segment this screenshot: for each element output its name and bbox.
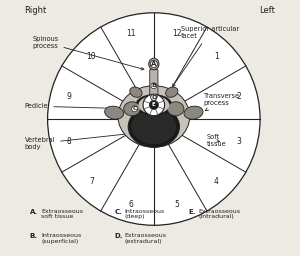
Text: D.: D. — [114, 233, 123, 239]
Text: 11: 11 — [126, 29, 136, 38]
Text: E.: E. — [188, 209, 196, 215]
Ellipse shape — [132, 110, 176, 143]
Ellipse shape — [130, 87, 142, 97]
Ellipse shape — [105, 106, 124, 119]
Text: 1: 1 — [214, 52, 219, 61]
Text: B: B — [152, 83, 156, 88]
Text: Right: Right — [25, 6, 47, 15]
Text: Soft
tissue: Soft tissue — [206, 134, 226, 147]
Text: C: C — [132, 106, 137, 111]
Text: 4: 4 — [214, 177, 219, 186]
Circle shape — [48, 13, 260, 225]
Ellipse shape — [124, 102, 140, 116]
Text: Left: Left — [260, 6, 275, 15]
FancyBboxPatch shape — [150, 69, 158, 97]
Ellipse shape — [118, 86, 190, 147]
Text: Intraosseous
(superficial): Intraosseous (superficial) — [41, 233, 81, 244]
Text: D: D — [151, 95, 157, 100]
Ellipse shape — [149, 58, 159, 70]
Circle shape — [143, 94, 165, 116]
Text: A.: A. — [30, 209, 38, 215]
Text: Transverse
process: Transverse process — [204, 93, 240, 111]
Text: Vertebral
body: Vertebral body — [25, 132, 131, 150]
Text: 12: 12 — [172, 29, 182, 38]
Ellipse shape — [167, 102, 184, 116]
Ellipse shape — [166, 87, 178, 97]
Text: Extraosseous
soft tissue: Extraosseous soft tissue — [41, 209, 83, 219]
Ellipse shape — [139, 97, 169, 113]
Text: 2: 2 — [237, 92, 242, 101]
Text: Extraosseous
(intradural): Extraosseous (intradural) — [199, 209, 241, 219]
Ellipse shape — [128, 106, 179, 147]
Text: 7: 7 — [89, 177, 94, 186]
Text: Pedicle: Pedicle — [25, 103, 128, 110]
Text: Spinous
process: Spinous process — [32, 36, 144, 70]
Text: 5: 5 — [174, 200, 179, 209]
Text: Intraosseous
(deep): Intraosseous (deep) — [124, 209, 165, 219]
Text: Superior articular
facet: Superior articular facet — [172, 26, 239, 87]
Circle shape — [149, 100, 158, 110]
Ellipse shape — [184, 106, 203, 119]
Text: 3: 3 — [237, 137, 242, 146]
Text: B.: B. — [30, 233, 38, 239]
Text: A: A — [151, 61, 157, 67]
Text: Extraosseous
(extradural): Extraosseous (extradural) — [124, 233, 167, 244]
Text: 6: 6 — [128, 200, 134, 209]
Text: 9: 9 — [66, 92, 71, 101]
Text: 10: 10 — [87, 52, 96, 61]
Text: E: E — [152, 102, 156, 108]
Text: C.: C. — [114, 209, 122, 215]
Text: 8: 8 — [66, 137, 71, 146]
Ellipse shape — [136, 95, 172, 115]
